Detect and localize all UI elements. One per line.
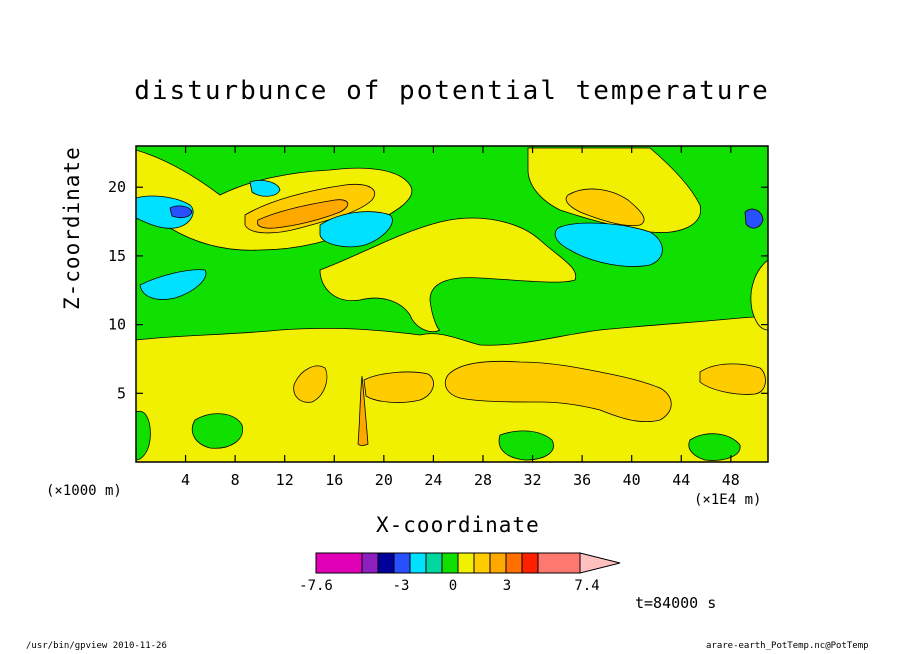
colorbar-swatch xyxy=(441,552,459,574)
colorbar-tick-label: 7.4 xyxy=(574,578,599,594)
contour-field xyxy=(136,146,768,462)
plot-frame xyxy=(135,145,769,463)
time-annotation: t=84000 s xyxy=(635,594,717,612)
field-green-lower-left xyxy=(136,410,151,461)
field-cyan-upper-small xyxy=(249,180,281,197)
colorbar-swatch xyxy=(425,552,443,574)
field-orange-lower-right xyxy=(699,363,766,395)
x-tick-label: 20 xyxy=(375,471,393,489)
field-orange-upper-right xyxy=(565,188,645,227)
x-tick-label: 8 xyxy=(231,471,240,489)
colorbar-tick-label: 3 xyxy=(503,578,511,594)
field-yellow-upper-mid xyxy=(319,217,577,332)
x-tick-label: 12 xyxy=(276,471,294,489)
y-axis-label: Z-coordinate xyxy=(60,146,84,310)
field-orange-lower-2 xyxy=(363,371,434,403)
y-tick-label: 5 xyxy=(117,384,126,402)
x-tick-label: 40 xyxy=(623,471,641,489)
field-cyan-right xyxy=(554,222,663,267)
field-orange-lower-3 xyxy=(444,360,672,423)
colorbar-swatch xyxy=(315,552,363,574)
field-green-lower-2 xyxy=(498,430,554,461)
colorbar-tick-label: -7.6 xyxy=(299,578,333,594)
colorbar-swatch xyxy=(457,552,475,574)
y-tick-label: 15 xyxy=(108,247,126,265)
y-tick-label: 10 xyxy=(108,316,126,334)
colorbar-swatch xyxy=(393,552,411,574)
y-tick-label: 20 xyxy=(108,178,126,196)
colorbar-tick-label: -3 xyxy=(393,578,410,594)
footer-source-file: arare-earth_PotTemp.nc@PotTemp xyxy=(706,641,869,651)
field-plume xyxy=(357,375,369,446)
x-tick-label: 16 xyxy=(325,471,343,489)
x-tick-label: 32 xyxy=(524,471,542,489)
field-green-lower-1 xyxy=(191,413,243,449)
y-axis: 5 10 15 20 xyxy=(108,178,768,402)
x-tick-label: 4 xyxy=(181,471,190,489)
colorbar-swatch xyxy=(505,552,523,574)
colorbar-extension-arrow xyxy=(579,552,621,574)
colorbar-swatch xyxy=(377,552,395,574)
field-blue-left xyxy=(169,205,193,219)
x-axis: 4 8 12 16 20 24 28 32 36 40 44 48 xyxy=(181,146,740,489)
field-blue-right xyxy=(744,208,764,229)
x-tick-label: 48 xyxy=(722,471,740,489)
colorbar-swatch xyxy=(361,552,379,574)
field-orange-lower-1 xyxy=(293,365,328,403)
field-darkorange-upper-left xyxy=(256,199,349,229)
field-cyan-left xyxy=(136,195,194,229)
x-axis-label: X-coordinate xyxy=(376,513,540,537)
colorbar-swatch xyxy=(409,552,427,574)
colorbar-swatch xyxy=(489,552,507,574)
colorbar-swatch xyxy=(521,552,539,574)
colorbar: -7.6 -3 0 3 7.4 xyxy=(299,552,621,594)
chart-title: disturbunce of potential temperature xyxy=(134,76,770,106)
colorbar-swatch xyxy=(473,552,491,574)
field-cyan-left-low xyxy=(139,269,207,300)
x-tick-label: 44 xyxy=(672,471,690,489)
x-tick-label: 36 xyxy=(573,471,591,489)
colorbar-swatch xyxy=(537,552,581,574)
x-tick-label: 28 xyxy=(474,471,492,489)
colorbar-tick-label: 0 xyxy=(449,578,457,594)
field-cyan-mid xyxy=(319,211,393,248)
x-axis-unit-secondary: (×1E4 m) xyxy=(694,492,762,508)
footer-command-date: /usr/bin/gpview 2010-11-26 xyxy=(26,641,167,651)
x-tick-label: 24 xyxy=(424,471,442,489)
x-axis-unit-primary: (×1000 m) xyxy=(46,483,122,499)
field-yellow-right-edge xyxy=(750,259,768,331)
